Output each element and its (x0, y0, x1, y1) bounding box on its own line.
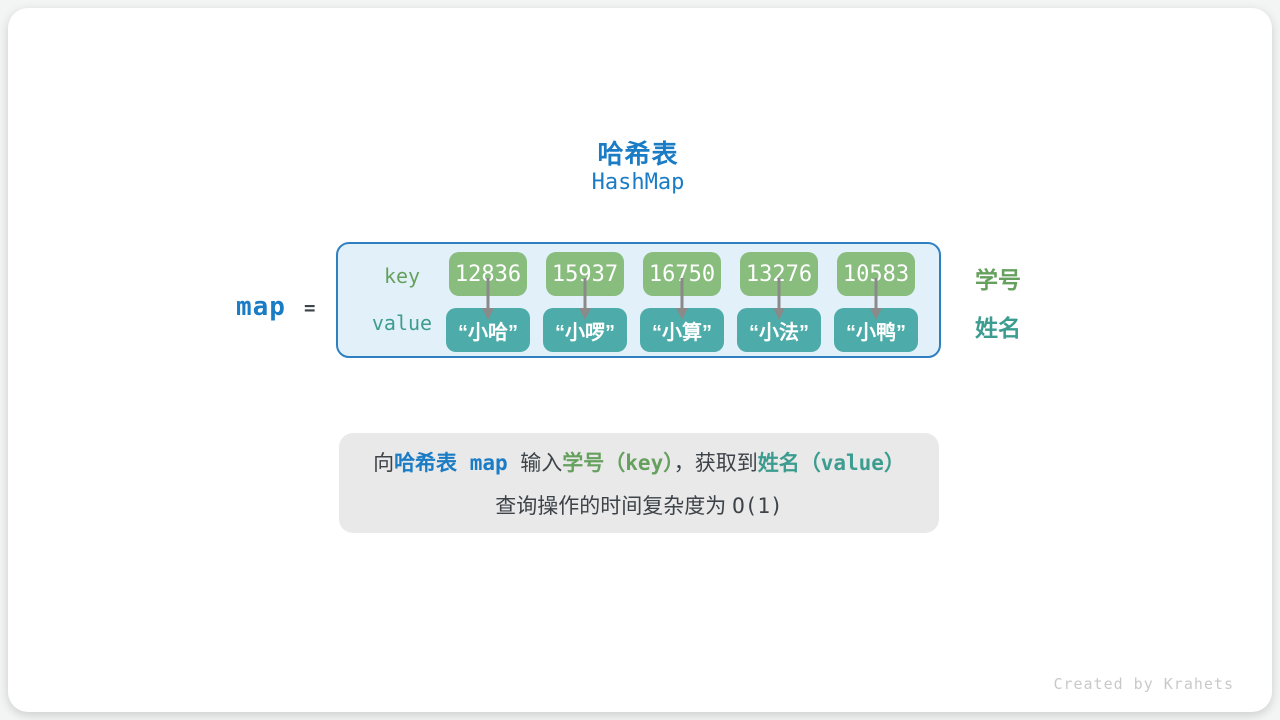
arrow-down-icon (773, 278, 785, 320)
side-label-name: 姓名 (975, 315, 1021, 341)
side-label-student-id: 学号 (975, 267, 1021, 293)
caption-segment: 学号（ (562, 451, 626, 475)
arrow-down-icon (482, 278, 494, 320)
figure-card: 哈希表 HashMap map = key value 12836 “小哈” 1… (8, 8, 1272, 712)
page-title: 哈希表 (597, 139, 679, 169)
caption-line-1: 向哈希表 map 输入学号（key），获取到姓名（value） (373, 447, 905, 477)
arrow-down-icon (579, 278, 591, 320)
page-subtitle: HashMap (591, 170, 685, 195)
caption-segment: value (820, 450, 884, 475)
equals-sign: = (303, 297, 316, 319)
hashmap-container: key value 12836 “小哈” 15937 “小啰” 16750 “小… (336, 242, 941, 358)
key-box: 10583 (837, 252, 915, 296)
arrow-down-icon (870, 278, 882, 320)
map-expression: map = (236, 292, 315, 322)
caption-segment: ，获取到 (673, 451, 758, 475)
caption-segment: 输入 (520, 451, 563, 475)
caption-segment: map (457, 450, 521, 475)
caption-segment: 哈希表 (394, 451, 458, 475)
arrow-down-icon (676, 278, 688, 320)
value-box: “小哈” (446, 308, 530, 352)
caption-segment: ） (663, 451, 674, 475)
caption-line-2: 查询操作的时间复杂度为 O(1) (495, 490, 782, 520)
caption-segment: 查询操作的时间复杂度为 (495, 494, 733, 518)
caption-segment: 姓名（ (757, 451, 821, 475)
key-row-label: key (383, 264, 421, 288)
caption-segment: O(1) (732, 493, 783, 518)
credit-text: Created by Krahets (1053, 675, 1234, 693)
caption-segment: 向 (373, 451, 395, 475)
caption-segment: ） (883, 451, 905, 475)
map-variable-label: map (236, 292, 286, 322)
value-row-label: value (371, 311, 433, 335)
caption-segment: key (625, 450, 664, 475)
caption-box: 向哈希表 map 输入学号（key），获取到姓名（value） 查询操作的时间复… (339, 433, 939, 533)
